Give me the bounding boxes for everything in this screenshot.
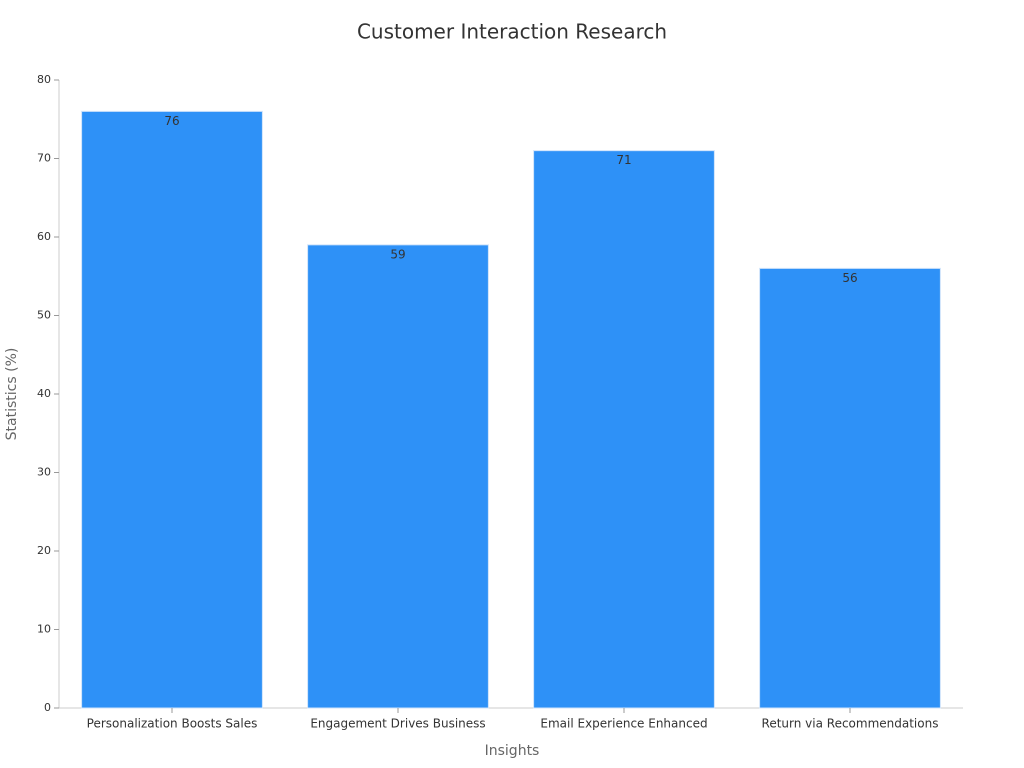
y-tick-label: 20 <box>37 544 51 557</box>
y-tick-label: 60 <box>37 230 51 243</box>
bar <box>759 267 941 709</box>
y-tick-label: 80 <box>37 73 51 86</box>
y-axis-label: Statistics (%) <box>4 348 20 441</box>
y-tick-label: 40 <box>37 387 51 400</box>
bar <box>81 110 263 709</box>
y-tick-label: 0 <box>44 701 51 714</box>
y-tick-label: 10 <box>37 623 51 636</box>
bar <box>533 150 715 709</box>
data-label: 56 <box>842 271 857 285</box>
data-label: 71 <box>616 153 631 167</box>
bar <box>307 244 489 709</box>
x-axis-label: Insights <box>485 743 540 759</box>
y-tick-label: 30 <box>37 466 51 479</box>
y-tick-label: 50 <box>37 309 51 322</box>
y-tick-label: 70 <box>37 152 51 165</box>
x-tick-label: Return via Recommendations <box>762 717 939 731</box>
data-label: 76 <box>164 114 179 128</box>
chart-title: Customer Interaction Research <box>357 20 667 44</box>
x-tick-label: Engagement Drives Business <box>310 717 485 731</box>
x-tick-label: Email Experience Enhanced <box>540 717 707 731</box>
data-label: 59 <box>390 247 405 261</box>
x-tick-label: Personalization Boosts Sales <box>87 717 258 731</box>
